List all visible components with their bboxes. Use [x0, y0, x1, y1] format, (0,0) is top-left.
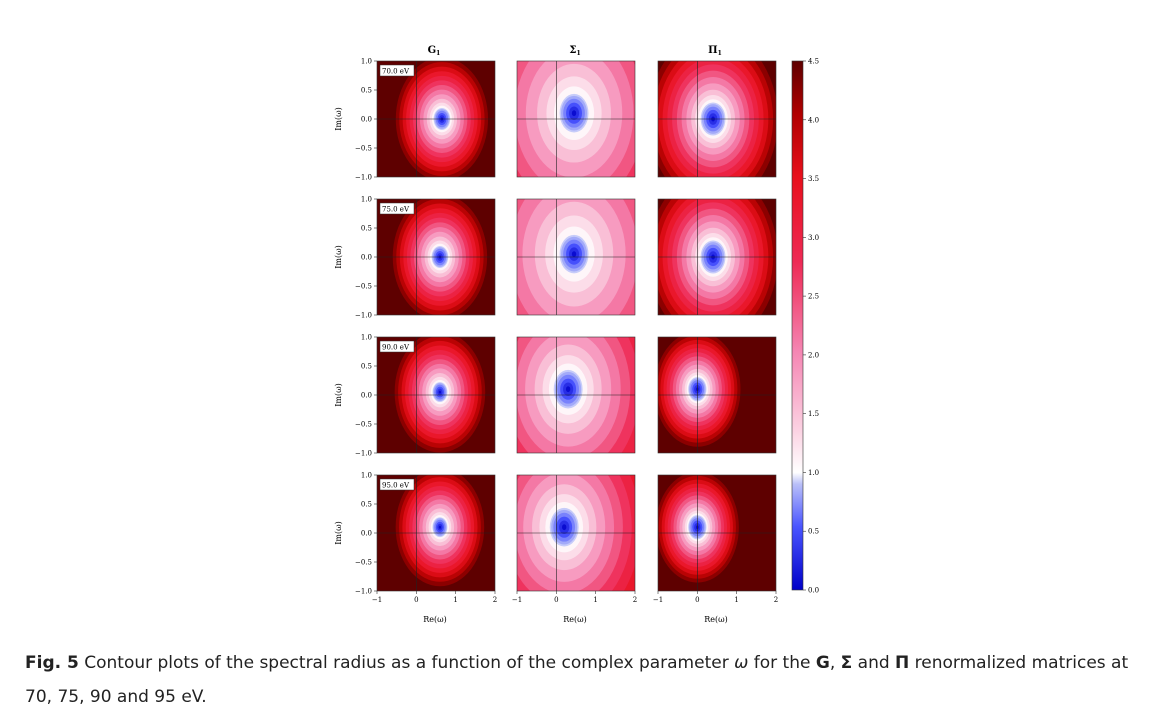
- colorbar-tick-label: 2.0: [808, 351, 819, 359]
- x-tick-label: −1: [512, 596, 522, 604]
- y-tick-label: −0.5: [355, 283, 372, 291]
- x-tick-label: −1: [372, 596, 382, 604]
- x-tick-label: 1: [734, 596, 738, 604]
- colorbar-tick-label: 1.5: [808, 410, 819, 418]
- contour-level: [438, 390, 442, 394]
- energy-label: 75.0 eV: [382, 206, 410, 214]
- y-tick-label: 0.5: [361, 87, 372, 95]
- caption-text-3: renormalized matrices at 70, 75, 90 and …: [25, 653, 1129, 707]
- caption-g: G: [815, 653, 830, 673]
- colorbar-ticks: 0.0 0.5 1.0 1.5 2.0 2.5 3.0 3.5 4.0 4.5: [803, 58, 819, 595]
- heatmap-panel: [658, 475, 776, 591]
- contour-level: [571, 110, 577, 117]
- figure-caption: Fig. 5 Contour plots of the spectral rad…: [25, 646, 1135, 714]
- y-axis-label: Im(ω): [334, 245, 343, 269]
- x-axis-label-col-1: Re(ω): [423, 615, 447, 624]
- y-tick-label: 0.0: [361, 530, 372, 538]
- y-tick-label: 1.0: [361, 472, 372, 480]
- y-tick-label: 1.0: [361, 334, 372, 342]
- x-tick-label: 0: [414, 596, 418, 604]
- colorbar-tick-label: 4.0: [808, 116, 819, 124]
- panel-frame: [657, 198, 777, 316]
- x-tick-label: 2: [774, 596, 778, 604]
- contour-level: [562, 524, 567, 531]
- x-tick-label: −1: [653, 596, 663, 604]
- x-tick-label: 1: [453, 596, 457, 604]
- y-axis-label: Im(ω): [334, 521, 343, 545]
- y-tick-label: 0.5: [361, 363, 372, 371]
- panel-frame: [657, 474, 777, 592]
- caption-pi: Π: [895, 653, 910, 673]
- colorbar-tick-label: 0.0: [808, 587, 819, 595]
- colorbar: [791, 60, 804, 591]
- contour-level: [438, 525, 442, 529]
- x-axis-label-col-3: Re(ω): [704, 615, 728, 624]
- heatmap-panel: [658, 337, 776, 453]
- y-tick-label: 1.0: [361, 196, 372, 204]
- x-axis-label-col-2: Re(ω): [563, 615, 587, 624]
- caption-text-2: for the: [748, 653, 816, 673]
- y-tick-label: 0.5: [361, 501, 372, 509]
- contour-figure: G1 Σ1 Π1 −1 0 1 2 −1 0 1 2 −1 0 1 2 70.0 eV 75.0 eV 90…: [334, 45, 819, 624]
- colorbar-tick-label: 2.5: [808, 293, 819, 301]
- energy-label-box: [379, 202, 415, 215]
- panel-frame: [657, 336, 777, 454]
- column-title-sigma: Σ1: [569, 45, 580, 57]
- panel-frame: [516, 198, 636, 316]
- y-tick-label: 0.5: [361, 225, 372, 233]
- y-tick-label: −1.0: [355, 450, 372, 458]
- panel-frame: [657, 60, 777, 178]
- column-title-pi: Π1: [708, 45, 722, 57]
- panel-frame: [516, 336, 636, 454]
- y-axis-label: Im(ω): [334, 383, 343, 407]
- energy-label-box: [379, 478, 415, 491]
- x-tick-label: 0: [554, 596, 558, 604]
- energy-label: 70.0 eV: [382, 68, 410, 76]
- y-tick-label: 0.0: [361, 116, 372, 124]
- y-tick-label: −0.5: [355, 559, 372, 567]
- x-tick-label: 2: [493, 596, 497, 604]
- heatmap-panel: [377, 61, 495, 177]
- energy-label-box: [379, 340, 415, 353]
- colorbar-tick-label: 0.5: [808, 528, 819, 536]
- contour-level: [571, 251, 577, 257]
- x-tick-label: 1: [593, 596, 597, 604]
- caption-sep-2: and: [852, 653, 896, 673]
- colorbar-tick-label: 1.0: [808, 469, 819, 477]
- column-title-g: G1: [428, 45, 441, 57]
- colorbar-tick-label: 4.5: [808, 58, 819, 66]
- y-tick-label: −1.0: [355, 588, 372, 596]
- caption-label: Fig. 5: [25, 653, 79, 673]
- panel-frame: [516, 60, 636, 178]
- y-tick-label: 1.0: [361, 58, 372, 66]
- y-axis-label: Im(ω): [334, 107, 343, 131]
- y-tick-label: −1.0: [355, 174, 372, 182]
- energy-label-box: [379, 64, 415, 77]
- caption-omega: ω: [734, 653, 749, 673]
- contour-level: [565, 386, 571, 393]
- axes-layer: −1 0 1 2 −1 0 1 2 −1 0 1 2 70.0 eV 75.0 eV 90.0 eV 95.0…: [334, 58, 778, 605]
- colorbar-tick-label: 3.0: [808, 234, 819, 242]
- caption-text-1: Contour plots of the spectral radius as …: [78, 653, 735, 673]
- y-tick-label: −0.5: [355, 145, 372, 153]
- y-tick-label: −1.0: [355, 312, 372, 320]
- x-tick-label: 0: [695, 596, 699, 604]
- energy-label: 95.0 eV: [382, 482, 410, 490]
- y-tick-label: 0.0: [361, 254, 372, 262]
- panel-frame: [516, 474, 636, 592]
- x-tick-label: 2: [633, 596, 637, 604]
- y-tick-label: 0.0: [361, 392, 372, 400]
- contour-panels: [377, 61, 776, 591]
- caption-sigma: Σ: [840, 653, 853, 673]
- y-tick-label: −0.5: [355, 421, 372, 429]
- colorbar-tick-label: 3.5: [808, 175, 819, 183]
- caption-sep-1: ,: [829, 653, 841, 673]
- energy-label: 90.0 eV: [382, 344, 410, 352]
